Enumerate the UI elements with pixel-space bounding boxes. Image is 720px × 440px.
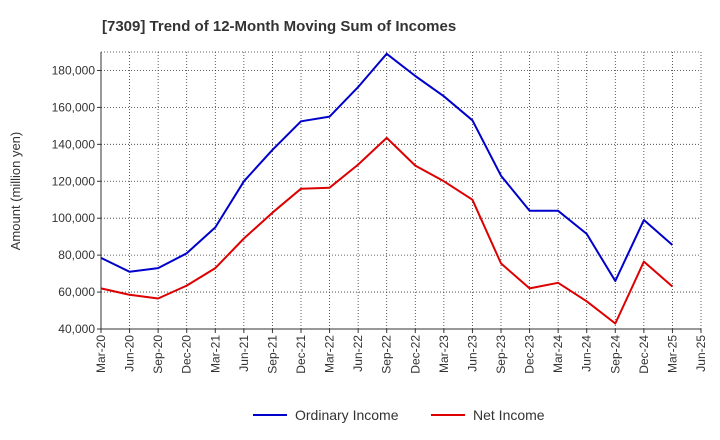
y-axis-label: Amount (million yen) <box>8 132 23 251</box>
x-tick-label: Sep-21 <box>265 335 279 374</box>
x-tick-label: Dec-24 <box>637 335 651 374</box>
series-line-ordinary-income <box>100 52 674 282</box>
series-line-net-income <box>100 136 674 325</box>
y-tick-label: 160,000 <box>52 100 96 114</box>
y-tick-label: 40,000 <box>58 322 95 336</box>
y-tick-label: 80,000 <box>58 248 95 262</box>
legend: Ordinary Income Net Income <box>253 407 545 423</box>
x-tick-label: Dec-23 <box>523 335 537 374</box>
x-tick-label: Sep-24 <box>608 335 622 374</box>
x-tick-label: Jun-21 <box>237 335 251 372</box>
x-tick-label: Sep-20 <box>151 335 165 374</box>
x-tick-label: Jun-25 <box>694 335 708 372</box>
x-tick-label: Jun-20 <box>123 335 137 372</box>
x-tick-label: Jun-23 <box>465 335 479 372</box>
x-tick-label: Mar-20 <box>94 335 108 373</box>
x-tick-label: Mar-21 <box>208 335 222 373</box>
chart-title: [7309] Trend of 12-Month Moving Sum of I… <box>102 18 456 35</box>
legend-label-ordinary-income: Ordinary Income <box>295 407 399 423</box>
x-tick-label: Dec-21 <box>294 335 308 374</box>
x-tick-label: Dec-22 <box>408 335 422 374</box>
x-tick-label: Dec-20 <box>180 335 194 374</box>
plot-area: 40,000 60,000 80,000 100,000 120,000 140,000 1… <box>52 51 708 374</box>
x-tick-label: Sep-23 <box>494 335 508 374</box>
plot-background <box>101 52 701 329</box>
x-tick-label: Mar-24 <box>551 335 565 373</box>
y-tick-label: 180,000 <box>52 63 96 77</box>
y-tick-label: 100,000 <box>52 211 96 225</box>
x-tick-label: Mar-22 <box>323 335 337 373</box>
x-tick-label: Jun-24 <box>580 335 594 372</box>
legend-label-net-income: Net Income <box>473 407 545 423</box>
x-tick-label: Mar-23 <box>437 335 451 373</box>
y-tick-label: 60,000 <box>58 285 95 299</box>
x-tick-label: Jun-22 <box>351 335 365 372</box>
y-tick-label: 120,000 <box>52 174 96 188</box>
x-tick-label: Sep-22 <box>380 335 394 374</box>
y-tick-label: 140,000 <box>52 137 96 151</box>
x-tick-label: Mar-25 <box>665 335 679 373</box>
